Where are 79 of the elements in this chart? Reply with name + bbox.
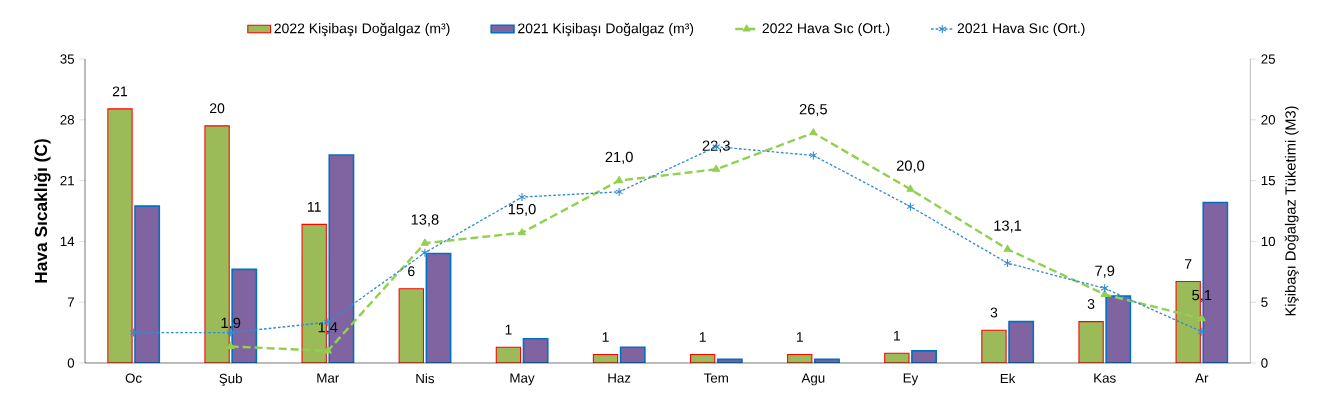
data-label: 20,0 — [896, 160, 925, 173]
x-tick-label: Kas — [1094, 373, 1116, 383]
y-axis-title: Hava Sıcaklığı (C) — [34, 139, 51, 283]
y2-tick-label: 10 — [1261, 236, 1276, 247]
point — [1003, 244, 1012, 252]
bar — [134, 205, 161, 363]
data-label: 6 — [408, 266, 415, 277]
point — [906, 202, 915, 212]
point — [323, 346, 332, 354]
point — [1003, 258, 1012, 268]
point — [420, 238, 429, 246]
data-label: 1 — [505, 324, 512, 335]
point — [906, 184, 915, 192]
point — [226, 341, 235, 350]
data-label: 1 — [894, 330, 901, 341]
data-label: 11 — [307, 202, 321, 212]
bar — [1008, 320, 1035, 363]
data-label: 3 — [1087, 299, 1095, 309]
x-tick-label: Haz — [608, 373, 631, 383]
data-label: 3 — [990, 307, 998, 318]
data-label: 13,1 — [994, 220, 1022, 233]
point — [712, 164, 721, 172]
y2-tick-label: 0 — [1261, 358, 1268, 368]
bar — [425, 252, 452, 363]
point — [518, 192, 527, 202]
y2-axis-title: Kişibaşı Doğalgaz Tüketimi (M3) — [1284, 106, 1299, 316]
y2-tick-label: 5 — [1261, 297, 1268, 307]
point — [1197, 327, 1206, 337]
point — [420, 248, 429, 258]
bar — [1078, 321, 1104, 363]
point — [1100, 289, 1109, 297]
legend-label: 2021 Hava Sıc (Ort.) — [957, 22, 1085, 36]
point — [1197, 314, 1206, 322]
x-tick-label: Nis — [416, 373, 435, 384]
y-tick-label: 14 — [60, 236, 75, 246]
x-tick-label: Mar — [317, 373, 340, 383]
bar — [398, 288, 424, 363]
y2-tick-label: 20 — [1261, 115, 1276, 125]
data-label: 20 — [210, 103, 225, 114]
y-tick-label: 35 — [60, 54, 75, 64]
data-label: 26,5 — [799, 104, 827, 117]
bar — [107, 108, 133, 363]
point — [809, 150, 818, 160]
legend-label: 2022 Hava Sıc (Ort.) — [762, 22, 890, 36]
x-tick-label: Oc — [125, 373, 142, 383]
y2-tick-label: 25 — [1261, 54, 1276, 64]
data-label: 15,0 — [508, 203, 536, 217]
data-label: 21 — [112, 86, 128, 97]
y-tick-label: 0 — [67, 358, 75, 368]
y-tick-label: 7 — [67, 297, 74, 307]
y2-tick-label: 15 — [1261, 175, 1276, 186]
bar — [911, 350, 937, 363]
legend-label: 2021 Kişibaşı Doğalgaz (m³) — [518, 22, 694, 37]
data-label: 7 — [1185, 259, 1192, 269]
point — [518, 228, 527, 236]
point — [615, 187, 624, 197]
data-label: 21,0 — [605, 151, 633, 164]
data-label: 7,9 — [1095, 265, 1115, 278]
y-tick-label: 21 — [60, 175, 74, 186]
data-label: 13,8 — [411, 214, 439, 227]
x-tick-label: Ey — [903, 373, 919, 386]
x-tick-label: Şub — [219, 373, 242, 386]
x-tick-label: Ar — [1195, 373, 1209, 383]
point — [809, 128, 818, 136]
x-tick-label: Ek — [1000, 373, 1016, 384]
data-label: 1 — [796, 332, 803, 342]
point — [615, 176, 624, 184]
bar — [1105, 295, 1132, 363]
x-tick-label: Tem — [703, 373, 728, 383]
bar — [522, 337, 549, 363]
data-label: 1 — [602, 332, 609, 342]
bar — [619, 346, 646, 363]
data-label: 1 — [699, 332, 706, 342]
point — [1100, 283, 1109, 293]
x-tick-label: May — [510, 373, 535, 386]
legend-label: 2022 Kişibaşı Doğalgaz (m³) — [274, 22, 450, 37]
point — [129, 328, 138, 338]
y-tick-label: 28 — [60, 115, 75, 125]
x-tick-label: Agu — [801, 373, 825, 386]
